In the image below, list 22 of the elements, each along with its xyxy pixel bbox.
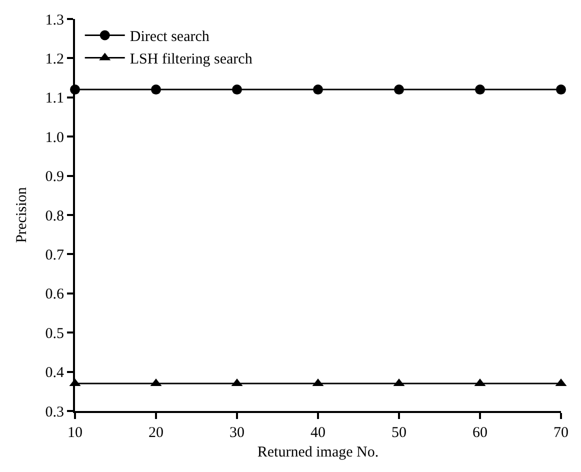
x-tick-label: 30 (230, 425, 244, 441)
y-tick-label: 0.7 (45, 247, 64, 264)
y-tick-label: 1.3 (45, 12, 64, 28)
y-tick-label: 0.6 (45, 286, 64, 303)
x-tick-label: 40 (310, 425, 326, 441)
legend-label: Direct search (130, 29, 210, 46)
y-tick-label: 0.3 (45, 404, 64, 420)
y-tick-label: 0.8 (45, 208, 64, 224)
x-tick-label: 50 (392, 425, 406, 441)
y-tick-label: 0.5 (45, 326, 64, 342)
x-axis-title: Returned image No. (257, 444, 379, 460)
y-tick-label: 0.9 (45, 169, 64, 186)
x-tick-label: 10 (68, 425, 82, 441)
legend-label: LSH filtering search (130, 52, 253, 68)
y-axis-title: Precision (14, 186, 30, 243)
x-tick-label: 70 (554, 425, 568, 441)
y-tick-label: 1.2 (45, 51, 64, 68)
x-tick-label: 20 (148, 425, 164, 441)
y-tick-label: 0.4 (45, 365, 64, 382)
y-tick-label: 1.1 (45, 90, 64, 107)
y-tick-label: 1.0 (45, 130, 64, 146)
x-tick-label: 60 (472, 425, 488, 441)
